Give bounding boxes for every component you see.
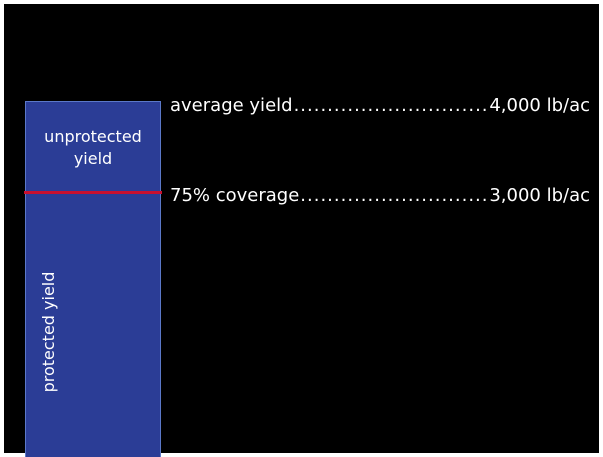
average-yield-row: average yield 4,000 lb/ac [170, 95, 590, 117]
coverage-label: 75% coverage [170, 185, 300, 206]
unprotected-yield-label: unprotected yield [26, 126, 160, 170]
coverage-row: 75% coverage 3,000 lb/ac [170, 185, 590, 207]
unprotected-label-line1: unprotected [44, 127, 142, 146]
unprotected-label-line2: yield [73, 149, 113, 168]
leader-dots [294, 95, 489, 117]
protected-yield-label: protected yield [39, 271, 58, 393]
average-yield-label: average yield [170, 95, 293, 116]
coverage-level-line [24, 191, 162, 194]
slide-canvas: unprotected yield protected yield averag… [4, 4, 599, 457]
leader-dots [300, 185, 488, 207]
coverage-value: 3,000 lb/ac [489, 185, 590, 206]
yield-bar: unprotected yield protected yield [25, 101, 161, 457]
average-yield-value: 4,000 lb/ac [489, 95, 590, 116]
